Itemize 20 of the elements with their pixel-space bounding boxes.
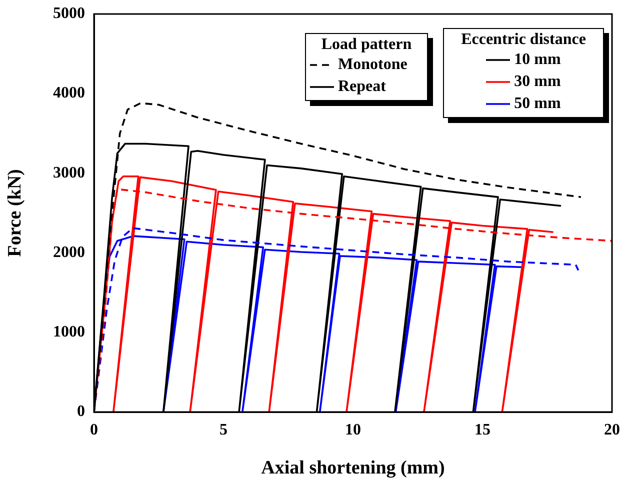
text: Eccentric distance <box>461 31 586 48</box>
y-axis-title: Force (kN) <box>4 169 26 257</box>
y-tick-label: 3000 <box>53 164 85 182</box>
y-tick-label: 0 <box>77 403 85 420</box>
x-tick-label: 5 <box>220 422 228 439</box>
legend-label: 50 mm <box>514 94 561 114</box>
x-tick-label: 10 <box>345 422 361 439</box>
legend-label: Monotone <box>338 55 408 75</box>
x-tick-label: 15 <box>474 422 490 439</box>
x-axis-title: Axial shortening (mm) <box>261 458 445 479</box>
y-tick-label: 2000 <box>53 244 85 261</box>
legend-label: 30 mm <box>514 72 561 92</box>
legend-label: Repeat <box>338 77 386 97</box>
y-tick-label: 5000 <box>53 5 85 22</box>
x-tick-label: 0 <box>90 422 98 439</box>
text: Load pattern <box>321 36 412 53</box>
x-tick-label: 20 <box>604 422 620 439</box>
y-tick-label: 4000 <box>53 84 85 102</box>
y-tick-label: 1000 <box>53 324 85 341</box>
legend-label: 10 mm <box>514 50 561 70</box>
